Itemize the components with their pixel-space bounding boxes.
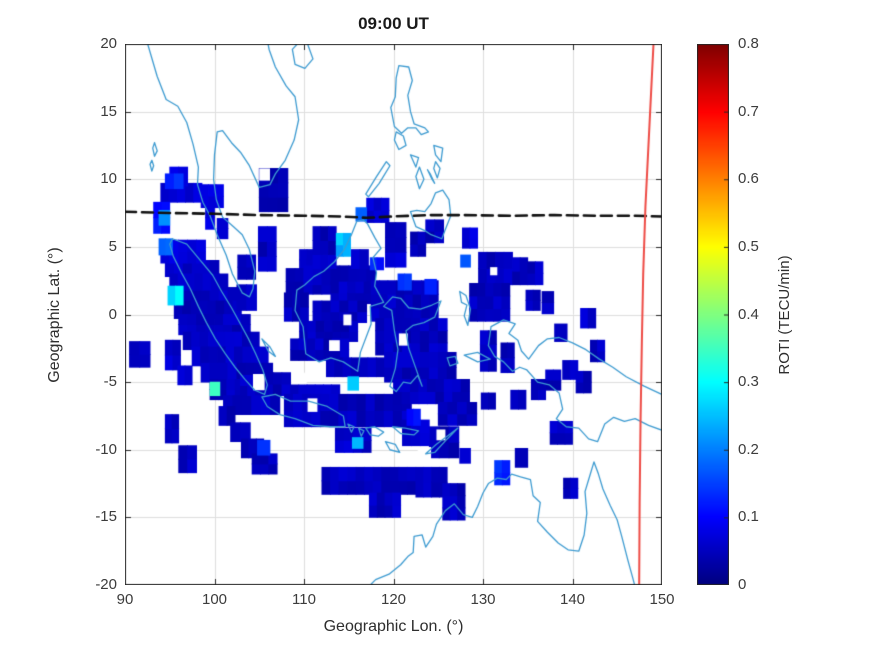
- y-tick-label: 20: [100, 35, 117, 52]
- x-tick-label: 140: [559, 591, 586, 608]
- chart-title: 09:00 UT: [358, 14, 429, 33]
- x-axis-label: Geographic Lon. (°): [323, 618, 464, 635]
- colorbar-tick-label: 0.7: [738, 102, 759, 120]
- colorbar-label: ROTI (TECU/min): [776, 255, 793, 375]
- colorbar-tick-label: 0.1: [738, 508, 759, 526]
- y-tick-label: 15: [100, 102, 117, 120]
- colorbar-tick-label: 0.5: [738, 237, 759, 255]
- x-tick-label: 110: [292, 591, 316, 608]
- map-plot-canvas: [125, 44, 662, 585]
- x-tick-label: 150: [649, 591, 675, 608]
- x-tick-label: 90: [116, 591, 134, 608]
- y-tick-label: -15: [95, 508, 117, 526]
- y-axis-label: Geographic Lat. (°): [46, 247, 63, 383]
- y-tick-label: 0: [108, 305, 117, 323]
- y-tick-label: -5: [103, 373, 117, 391]
- colorbar-tick-label: 0: [738, 576, 747, 593]
- colorbar-tick-label: 0.4: [738, 305, 759, 323]
- colorbar-tick-label: 0.3: [738, 373, 759, 391]
- x-tick-label: 120: [380, 591, 407, 608]
- x-tick-label: 130: [470, 591, 496, 608]
- colorbar-tick-label: 0.8: [738, 35, 759, 52]
- colorbar-canvas: [697, 44, 729, 585]
- y-tick-label: -10: [95, 440, 117, 458]
- colorbar-tick-label: 0.6: [738, 170, 759, 188]
- y-tick-label: 5: [108, 237, 117, 255]
- colorbar-tick-label: 0.2: [738, 440, 759, 458]
- y-tick-label: -20: [95, 576, 117, 593]
- y-tick-label: 10: [100, 170, 117, 188]
- x-tick-label: 100: [201, 591, 228, 608]
